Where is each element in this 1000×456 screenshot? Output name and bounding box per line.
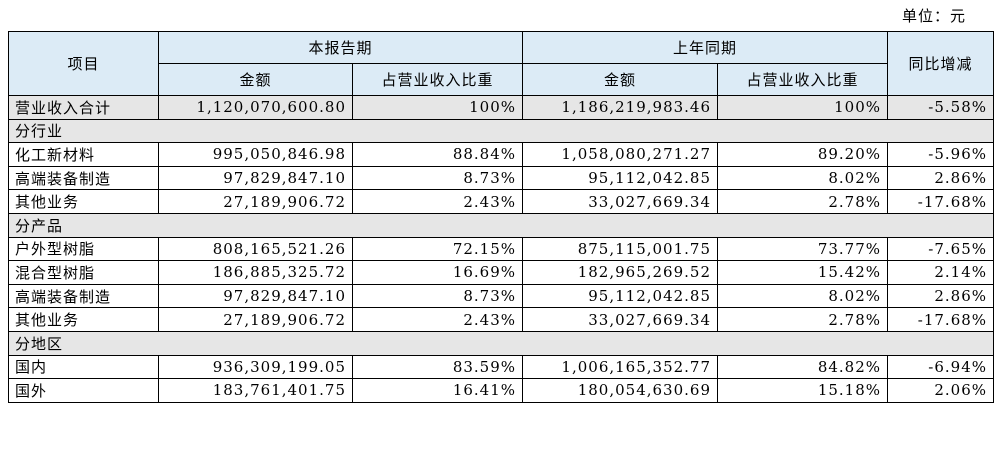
- prior-share: 2.78%: [717, 307, 889, 332]
- prior-share: 2.78%: [717, 189, 889, 214]
- revenue-table: 项目 本报告期 上年同期 同比增减 金额 占营业收入比重 金额 占营业收入比重 …: [7, 31, 995, 403]
- prior-amount: 95,112,042.85: [522, 283, 719, 309]
- yoy-change: -17.68%: [887, 307, 995, 332]
- current-amount: 27,189,906.72: [158, 189, 353, 214]
- table-row: 户外型树脂 808,165,521.26 72.15% 875,115,001.75 7…: [8, 236, 995, 262]
- current-share: 8.73%: [351, 165, 524, 191]
- prior-amount: 95,112,042.85: [522, 165, 719, 191]
- yoy-change: 2.06%: [887, 378, 995, 403]
- section-row: 分地区: [7, 330, 995, 356]
- header-current-period: 本报告期: [157, 31, 524, 64]
- table-row: 其他业务 27,189,906.72 2.43% 33,027,669.34 2.78%…: [8, 307, 995, 332]
- section-title: 分产品: [7, 212, 995, 238]
- prior-share: 15.42%: [717, 260, 889, 285]
- prior-share: 8.02%: [717, 283, 889, 309]
- prior-amount: 1,006,165,352.77: [522, 354, 719, 380]
- prior-amount: 1,058,080,271.27: [522, 142, 719, 167]
- current-amount: 1,120,070,600.80: [158, 95, 353, 120]
- current-amount: 183,761,401.75: [158, 378, 353, 403]
- prior-share: 73.77%: [717, 236, 889, 262]
- table-row: 混合型树脂 186,885,325.72 16.69% 182,965,269.52 1…: [8, 260, 995, 285]
- yoy-change: 2.86%: [887, 165, 995, 191]
- row-label: 国外: [8, 378, 159, 403]
- row-label: 营业收入合计: [8, 95, 159, 120]
- current-share: 8.73%: [351, 283, 524, 309]
- current-amount: 97,829,847.10: [158, 165, 353, 191]
- row-label: 其他业务: [8, 189, 159, 214]
- header-yoy: 同比增减: [887, 31, 995, 96]
- current-share: 83.59%: [351, 354, 524, 380]
- header-prior-amount: 金额: [522, 63, 719, 96]
- current-amount: 808,165,521.26: [158, 236, 353, 262]
- table-row: 化工新材料 995,050,846.98 88.84% 1,058,080,271.2…: [8, 142, 995, 167]
- table-row: 其他业务 27,189,906.72 2.43% 33,027,669.34 2.78%…: [8, 189, 995, 214]
- row-label: 国内: [8, 354, 159, 380]
- prior-amount: 875,115,001.75: [522, 236, 719, 262]
- section-title: 分行业: [7, 118, 995, 144]
- current-share: 88.84%: [351, 142, 524, 167]
- row-label: 混合型树脂: [8, 260, 159, 285]
- row-label: 户外型树脂: [8, 236, 159, 262]
- prior-share: 15.18%: [717, 378, 889, 403]
- current-share: 2.43%: [351, 189, 524, 214]
- header-prior-period: 上年同期: [522, 31, 889, 64]
- table-row: 高端装备制造 97,829,847.10 8.73% 95,112,042.85 8.0…: [8, 165, 995, 191]
- row-label: 其他业务: [8, 307, 159, 332]
- row-label: 高端装备制造: [8, 165, 159, 191]
- prior-amount: 1,186,219,983.46: [522, 95, 719, 120]
- header-prior-share: 占营业收入比重: [717, 63, 889, 96]
- prior-share: 84.82%: [717, 354, 889, 380]
- prior-share: 100%: [717, 95, 889, 120]
- prior-share: 8.02%: [717, 165, 889, 191]
- prior-amount: 180,054,630.69: [522, 378, 719, 403]
- yoy-change: 2.14%: [887, 260, 995, 285]
- current-share: 16.41%: [351, 378, 524, 403]
- current-share: 100%: [351, 95, 524, 120]
- unit-label: 单位：元: [901, 7, 966, 25]
- table-body: 营业收入合计 1,120,070,600.80 100% 1,186,219,9…: [7, 95, 995, 403]
- header-item: 项目: [8, 31, 159, 96]
- prior-amount: 182,965,269.52: [522, 260, 719, 285]
- table-row: 高端装备制造 97,829,847.10 8.73% 95,112,042.85 8.0…: [8, 283, 995, 309]
- current-amount: 936,309,199.05: [158, 354, 353, 380]
- current-share: 16.69%: [351, 260, 524, 285]
- section-row: 分行业: [7, 118, 995, 144]
- current-amount: 97,829,847.10: [158, 283, 353, 309]
- section-row: 分产品: [7, 212, 995, 238]
- header-current-amount: 金额: [158, 63, 353, 96]
- table-row: 国外 183,761,401.75 16.41% 180,054,630.69 15.1…: [8, 378, 995, 403]
- yoy-change: -6.94%: [887, 354, 995, 380]
- row-label: 化工新材料: [8, 142, 159, 167]
- prior-share: 89.20%: [717, 142, 889, 167]
- yoy-change: -5.96%: [887, 142, 995, 167]
- yoy-change: -17.68%: [887, 189, 995, 214]
- prior-amount: 33,027,669.34: [522, 189, 719, 214]
- yoy-change: -7.65%: [887, 236, 995, 262]
- yoy-change: 2.86%: [887, 283, 995, 309]
- current-amount: 186,885,325.72: [158, 260, 353, 285]
- yoy-change: -5.58%: [887, 95, 995, 120]
- current-share: 72.15%: [351, 236, 524, 262]
- current-amount: 27,189,906.72: [158, 307, 353, 332]
- header-current-share: 占营业收入比重: [351, 63, 524, 96]
- current-amount: 995,050,846.98: [158, 142, 353, 167]
- prior-amount: 33,027,669.34: [522, 307, 719, 332]
- section-title: 分地区: [7, 330, 995, 356]
- total-row: 营业收入合计 1,120,070,600.80 100% 1,186,219,9…: [8, 95, 995, 120]
- row-label: 高端装备制造: [8, 283, 159, 309]
- table-row: 国内 936,309,199.05 83.59% 1,006,165,352.77 84…: [8, 354, 995, 380]
- table-header: 项目 本报告期 上年同期 同比增减 金额 占营业收入比重 金额 占营业收入比重: [8, 31, 995, 96]
- current-share: 2.43%: [351, 307, 524, 332]
